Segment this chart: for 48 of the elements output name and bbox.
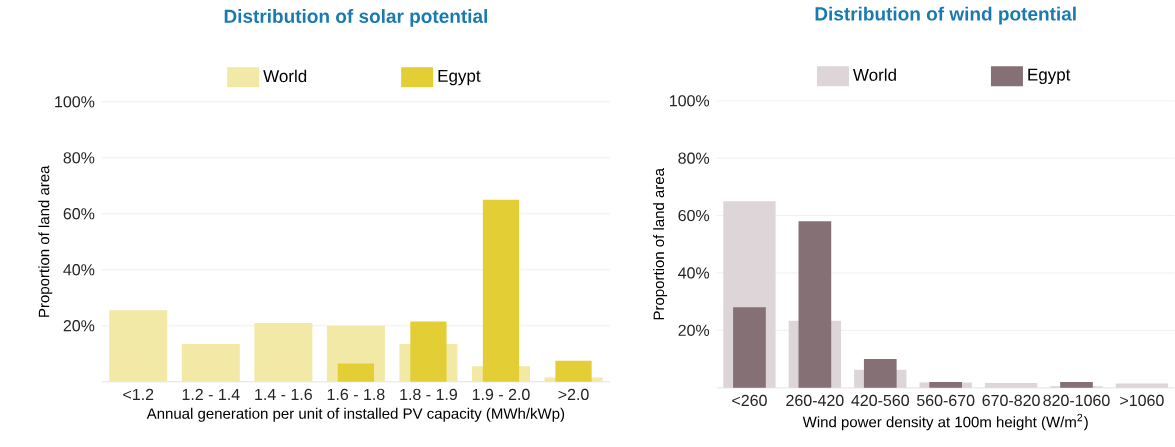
x-axis-title: Annual generation per unit of installed PV capacity (MWh/kWp): [146, 408, 565, 422]
bar: [1060, 382, 1093, 388]
bar: [410, 321, 447, 382]
x-tick-label: 1.2 - 1.4: [182, 388, 240, 401]
x-tick-label: 820-1060: [1043, 394, 1110, 407]
y-axis-title: Proportion of land area: [653, 168, 668, 320]
legend-label: World: [263, 69, 307, 83]
y-tick-label: 100%: [670, 95, 710, 107]
x-tick-label: <1.2: [123, 388, 154, 401]
x-tick-label: <260: [732, 394, 767, 407]
bar: [337, 363, 375, 382]
legend-label: Egypt: [438, 70, 481, 86]
x-tick-label: 560-670: [916, 394, 975, 407]
y-tick-label: 80%: [678, 152, 710, 165]
x-tick-label: 1.6 - 1.8: [327, 388, 385, 401]
x-tick-label: >1060: [1120, 394, 1164, 407]
y-tick-label: 20%: [63, 320, 95, 332]
y-tick-label: 80%: [63, 152, 95, 164]
bar: [863, 359, 897, 388]
chart-title: Distribution of solar potential: [224, 9, 487, 27]
y-tick-label: 60%: [678, 210, 710, 222]
x-tick-label: 670-820: [982, 394, 1040, 407]
x-tick-label: 260-420: [786, 394, 844, 407]
y-tick-label: 40%: [678, 267, 710, 279]
y-axis-title: Proportion of land area: [38, 165, 53, 317]
y-tick-label: 20%: [678, 324, 710, 337]
bar: [181, 344, 240, 382]
bar: [984, 383, 1038, 388]
x-tick-label: 1.8 - 1.9: [400, 388, 457, 401]
y-tick-label: 60%: [63, 208, 95, 220]
chart-title: Distribution of wind potential: [815, 6, 1076, 25]
bar: [254, 323, 313, 382]
x-axis-title: Wind power density at 100m height (W/m$^{2}$): [802, 413, 1088, 431]
legend-label: Egypt: [1028, 68, 1071, 85]
bar: [929, 382, 963, 388]
x-tick-label: 1.9 - 2.0: [472, 388, 530, 401]
bar: [733, 307, 766, 388]
y-tick-label: 100%: [55, 96, 95, 108]
x-tick-label: >2.0: [558, 388, 589, 401]
bar: [555, 360, 592, 382]
x-tick-label: 1.4 - 1.6: [255, 388, 312, 401]
bar: [109, 310, 168, 382]
bar: [798, 221, 832, 388]
x-tick-label: 420-560: [851, 394, 909, 407]
legend-label: World: [852, 68, 896, 82]
y-tick-label: 40%: [63, 264, 95, 276]
bar: [1115, 383, 1169, 388]
bar: [482, 199, 520, 382]
